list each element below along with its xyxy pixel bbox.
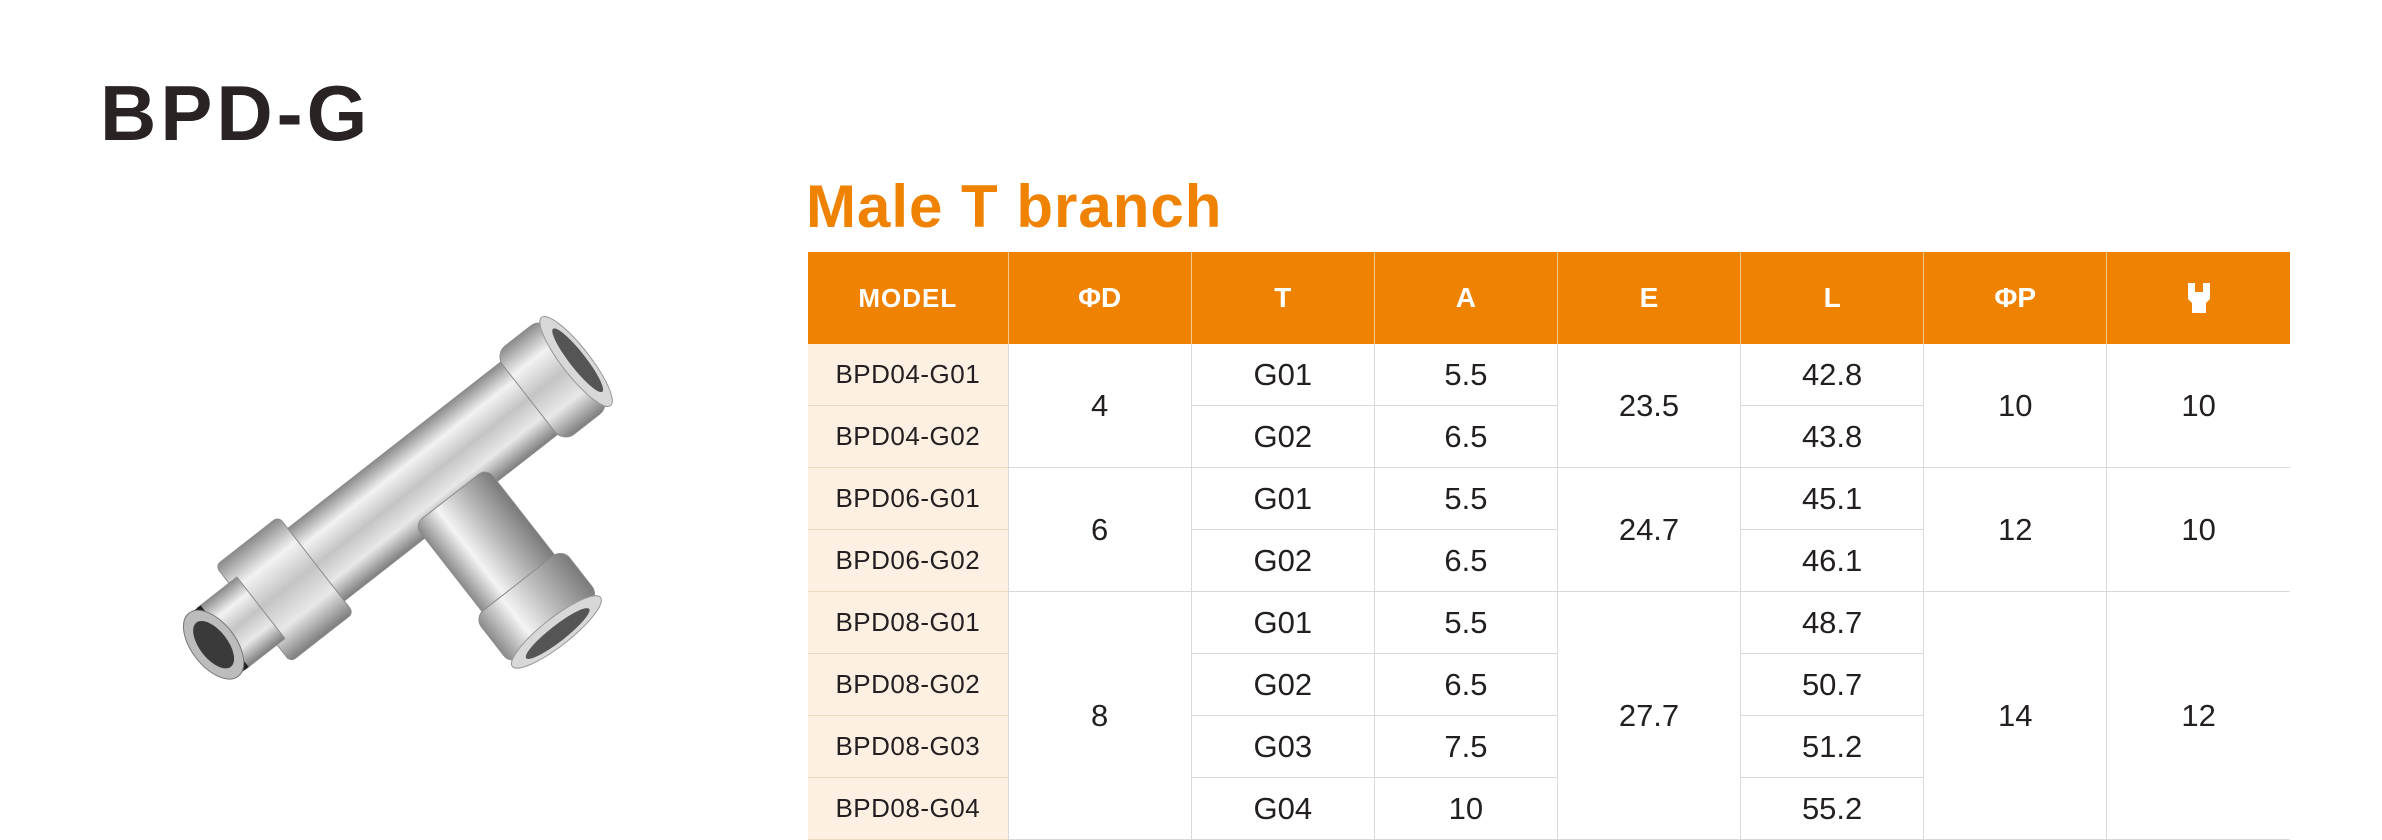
fitting-branch [417,471,602,669]
cell-a: 10 [1373,777,1558,840]
cell-l: 50.7 [1740,653,1924,716]
cell-a: 5.5 [1373,344,1558,406]
cell-a: 5.5 [1373,591,1558,654]
cell-a: 6.5 [1373,405,1558,468]
cell-model: BPD04-G01 [808,344,1009,406]
cell-a: 6.5 [1373,529,1558,592]
cell-model: BPD08-G03 [808,715,1009,778]
header-e: E [1556,252,1741,344]
page-title: BPD-G [100,69,372,157]
cell-e: 23.5 [1556,344,1741,468]
header-p: ΦP [1923,252,2107,344]
cell-a: 7.5 [1373,715,1558,778]
header-model: MODEL [808,252,1009,344]
cell-e: 27.7 [1556,591,1741,840]
table-row: BPD08-G04 G04 10 55.2 [808,777,2290,840]
wrench-icon [2187,283,2210,314]
cell-a: 5.5 [1373,467,1558,530]
cell-t: G02 [1190,405,1375,468]
table-row: BPD08-G03 G03 7.5 51.2 [808,715,2290,778]
table-header-row: MODEL ΦD T A E L ΦP [808,252,2290,344]
header-d: ΦD [1007,252,1192,344]
cell-e: 24.7 [1556,467,1741,592]
header-wrench [2106,252,2290,344]
table-row: BPD04-G02 G02 6.5 43.8 [808,405,2290,468]
cell-wrench: 10 [2106,344,2290,468]
cell-model: BPD08-G02 [808,653,1009,716]
table-row: BPD08-G01 8 G01 5.5 27.7 48.7 14 12 [808,591,2290,840]
table-row: BPD06-G02 G02 6.5 46.1 [808,529,2290,592]
cell-d: 8 [1007,591,1192,840]
cell-l: 42.8 [1740,344,1924,406]
cell-d: 6 [1007,467,1192,592]
cell-d: 4 [1007,344,1192,468]
cell-model: BPD04-G02 [808,405,1009,468]
fitting-body [182,316,613,680]
cell-t: G01 [1190,467,1375,530]
table-row: BPD04-G01 4 G01 5.5 23.5 42.8 10 10 [808,344,2290,468]
cell-p: 14 [1923,591,2107,840]
spec-table: MODEL ΦD T A E L ΦP BPD04-G01 4 G01 5.5 … [808,252,2290,840]
cell-l: 55.2 [1740,777,1924,840]
cell-t: G03 [1190,715,1375,778]
cell-wrench: 10 [2106,467,2290,592]
cell-a: 6.5 [1373,653,1558,716]
cell-l: 51.2 [1740,715,1924,778]
cell-t: G04 [1190,777,1375,840]
header-l: L [1740,252,1924,344]
cell-l: 43.8 [1740,405,1924,468]
table-row: BPD08-G02 G02 6.5 50.7 [808,653,2290,716]
header-a: A [1373,252,1558,344]
cell-model: BPD06-G01 [808,467,1009,530]
cell-l: 45.1 [1740,467,1924,530]
cell-model: BPD08-G04 [808,777,1009,840]
cell-t: G01 [1190,591,1375,654]
cell-wrench: 12 [2106,591,2290,840]
cell-t: G02 [1190,529,1375,592]
cell-p: 10 [1923,344,2107,468]
product-image [182,316,613,680]
cell-t: G02 [1190,653,1375,716]
table-row: BPD06-G01 6 G01 5.5 24.7 45.1 12 10 [808,467,2290,592]
cell-p: 12 [1923,467,2107,592]
cell-l: 48.7 [1740,591,1924,654]
product-subtitle: Male T branch [806,173,1223,240]
header-t: T [1190,252,1375,344]
cell-t: G01 [1190,344,1375,406]
cell-model: BPD06-G02 [808,529,1009,592]
cell-l: 46.1 [1740,529,1924,592]
cell-model: BPD08-G01 [808,591,1009,654]
